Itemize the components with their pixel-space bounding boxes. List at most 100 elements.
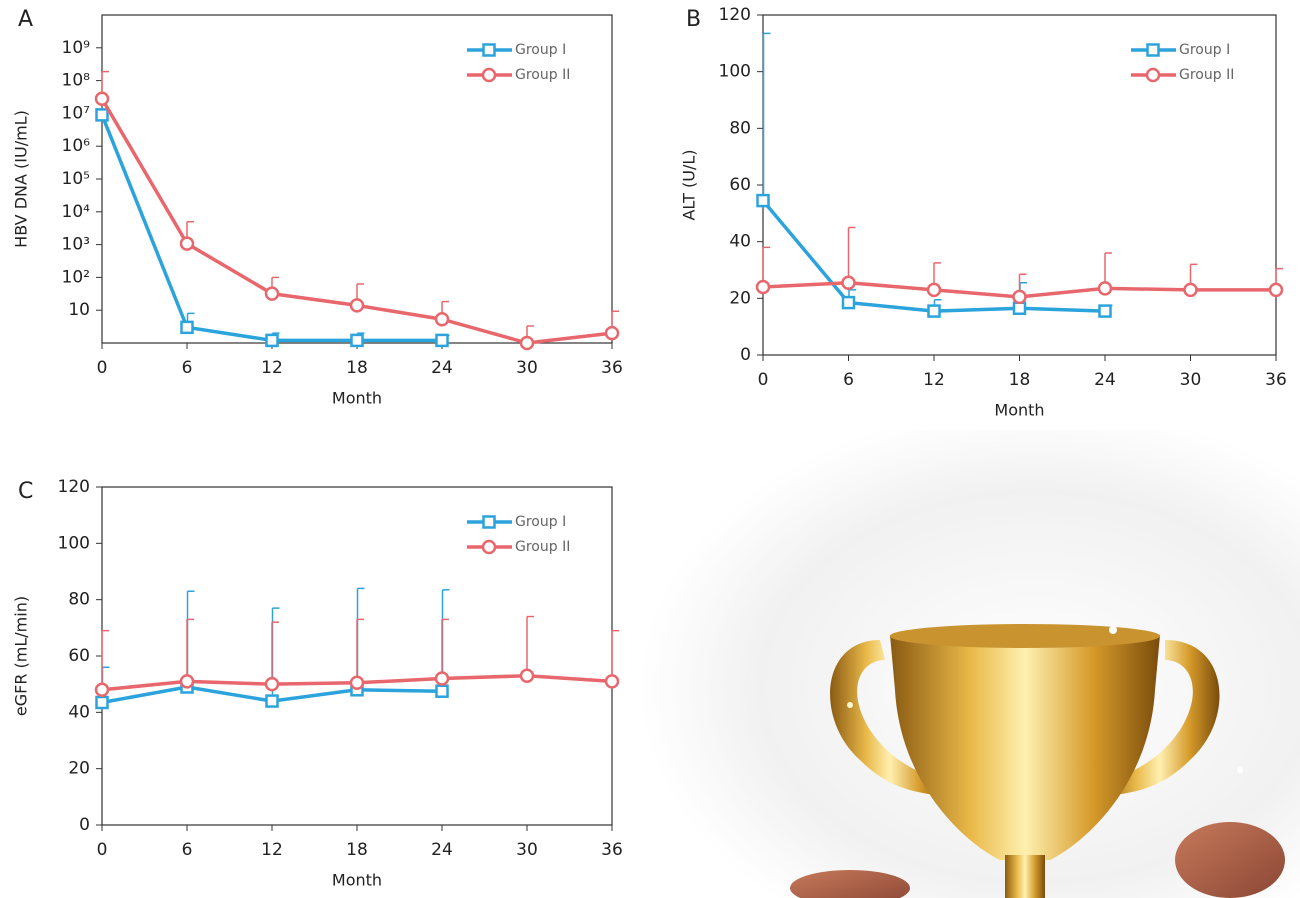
marker [757, 281, 769, 293]
marker [843, 297, 854, 308]
y-tick-label: 10⁷ [62, 103, 91, 123]
x-tick-label: 0 [97, 840, 108, 860]
marker [521, 337, 533, 349]
y-tick-label: 0 [740, 345, 751, 365]
y-tick-label: 10³ [62, 235, 90, 255]
x-tick-label: 30 [1180, 370, 1202, 390]
chart-panel: AHBV DNA (IU/mL)Month1010²10³10⁴10⁵10⁶10… [12, 7, 623, 408]
x-tick-label: 18 [346, 358, 368, 378]
marker [182, 322, 193, 333]
marker [758, 195, 769, 206]
x-tick-label: 36 [601, 358, 623, 378]
y-tick-label: 0 [79, 815, 90, 835]
y-tick-label: 120 [719, 5, 751, 25]
y-axis-label: HBV DNA (IU/mL) [12, 110, 31, 248]
marker [606, 327, 618, 339]
marker [267, 696, 278, 707]
y-tick-label: 10⁸ [62, 71, 91, 91]
legend-label: Group I [515, 42, 566, 58]
y-tick-label: 80 [68, 590, 90, 610]
marker [1270, 284, 1282, 296]
x-tick-label: 12 [923, 370, 945, 390]
marker [437, 335, 448, 346]
x-axis-label: Month [994, 401, 1044, 420]
legend-label: Group II [1179, 67, 1234, 83]
marker [929, 306, 940, 317]
y-tick-label: 100 [58, 533, 90, 553]
figure: AHBV DNA (IU/mL)Month1010²10³10⁴10⁵10⁶10… [0, 0, 1300, 898]
marker [266, 288, 278, 300]
marker [484, 45, 495, 56]
y-tick-label: 20 [68, 759, 90, 779]
marker [181, 675, 193, 687]
marker [97, 697, 108, 708]
marker [436, 313, 448, 325]
y-tick-label: 120 [58, 477, 90, 497]
panel-label: C [18, 479, 33, 504]
x-tick-label: 12 [261, 840, 283, 860]
marker [1014, 291, 1026, 303]
x-tick-label: 12 [261, 358, 283, 378]
trophy-image [640, 430, 1300, 898]
series-line [102, 115, 442, 341]
marker [352, 335, 363, 346]
error-bar [188, 591, 195, 687]
x-axis-label: Month [332, 389, 382, 408]
x-tick-label: 0 [97, 358, 108, 378]
x-tick-label: 36 [601, 840, 623, 860]
legend-label: Group II [515, 539, 570, 555]
marker [521, 670, 533, 682]
y-tick-label: 60 [68, 646, 90, 666]
y-tick-label: 100 [719, 62, 751, 82]
y-axis-label: eGFR (mL/min) [12, 596, 31, 716]
legend-label: Group I [1179, 42, 1230, 58]
marker [843, 277, 855, 289]
legend-label: Group II [515, 67, 570, 83]
x-tick-label: 24 [431, 358, 453, 378]
marker [267, 335, 278, 346]
y-tick-label: 10⁶ [62, 136, 91, 156]
marker [181, 238, 193, 250]
marker [96, 684, 108, 696]
error-bar [358, 588, 365, 689]
marker [437, 686, 448, 697]
panel-label: B [686, 7, 701, 32]
y-axis-label: ALT (U/L) [680, 149, 699, 220]
legend-label: Group I [515, 514, 566, 530]
marker [351, 677, 363, 689]
y-tick-label: 10² [62, 267, 90, 287]
marker [97, 109, 108, 120]
marker [606, 675, 618, 687]
marker [1148, 45, 1159, 56]
marker [1099, 282, 1111, 294]
x-tick-label: 36 [1265, 370, 1287, 390]
marker [266, 678, 278, 690]
x-axis-label: Month [332, 871, 382, 890]
x-tick-label: 30 [516, 840, 538, 860]
y-tick-label: 20 [729, 288, 751, 308]
x-tick-label: 18 [346, 840, 368, 860]
y-tick-label: 60 [729, 175, 751, 195]
marker [1185, 284, 1197, 296]
y-tick-label: 80 [729, 118, 751, 138]
marker [1014, 303, 1025, 314]
x-tick-label: 30 [516, 358, 538, 378]
error-bar [849, 228, 856, 283]
x-tick-label: 6 [182, 358, 193, 378]
y-tick-label: 10⁹ [62, 38, 91, 58]
x-tick-label: 24 [1094, 370, 1116, 390]
panel-label: A [18, 7, 33, 32]
y-tick-label: 40 [729, 232, 751, 252]
marker [96, 93, 108, 105]
x-tick-label: 6 [843, 370, 854, 390]
marker [351, 299, 363, 311]
y-tick-label: 10⁴ [62, 202, 91, 222]
x-tick-label: 24 [431, 840, 453, 860]
marker [1100, 306, 1111, 317]
marker [483, 69, 495, 81]
marker [436, 673, 448, 685]
marker [483, 541, 495, 553]
error-bar [527, 617, 534, 676]
